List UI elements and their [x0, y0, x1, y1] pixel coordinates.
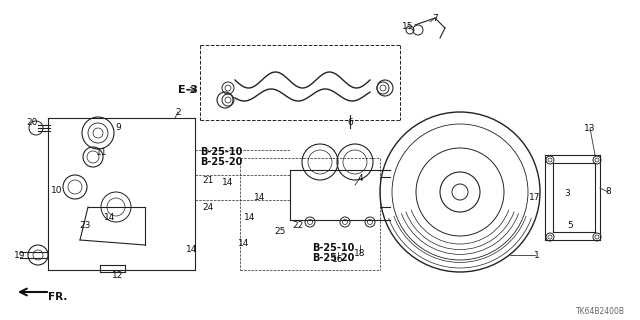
- Text: 15: 15: [403, 21, 413, 30]
- Text: 16: 16: [332, 255, 344, 265]
- Text: 14: 14: [104, 213, 116, 222]
- Text: B-25-20: B-25-20: [312, 253, 355, 263]
- Text: 12: 12: [112, 270, 124, 279]
- Text: 25: 25: [275, 228, 285, 236]
- Text: 1: 1: [534, 251, 540, 260]
- Text: B-25-10: B-25-10: [312, 243, 355, 253]
- Text: 14: 14: [222, 178, 234, 187]
- Text: 11: 11: [96, 148, 108, 156]
- Text: 3: 3: [564, 188, 570, 197]
- Text: 14: 14: [244, 213, 256, 222]
- Text: 17: 17: [529, 193, 541, 202]
- Text: 14: 14: [238, 238, 250, 247]
- Text: E-3: E-3: [178, 85, 198, 95]
- Text: 14: 14: [186, 245, 198, 254]
- Text: 14: 14: [254, 194, 266, 203]
- Text: 10: 10: [51, 186, 63, 195]
- Text: 24: 24: [202, 203, 214, 212]
- Text: 21: 21: [202, 175, 214, 185]
- Text: 13: 13: [584, 124, 596, 132]
- Text: 2: 2: [175, 108, 181, 116]
- Text: 22: 22: [292, 221, 303, 230]
- Text: B-25-20: B-25-20: [200, 157, 243, 167]
- Text: 8: 8: [605, 188, 611, 196]
- Text: 5: 5: [567, 220, 573, 229]
- Text: 6: 6: [347, 117, 353, 126]
- Text: 19: 19: [14, 252, 26, 260]
- Text: 18: 18: [355, 249, 365, 258]
- Text: B-25-10: B-25-10: [200, 147, 243, 157]
- Text: 23: 23: [79, 220, 91, 229]
- Text: 7: 7: [432, 13, 438, 22]
- Text: 20: 20: [26, 117, 38, 126]
- Text: TK64B2400B: TK64B2400B: [575, 308, 625, 316]
- Text: 4: 4: [357, 173, 363, 182]
- Text: 9: 9: [115, 123, 121, 132]
- Text: FR.: FR.: [48, 292, 67, 302]
